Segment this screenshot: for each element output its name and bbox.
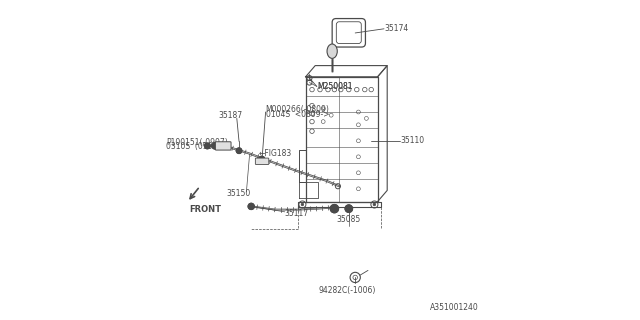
Text: 0104S  <0809->: 0104S <0809-> xyxy=(266,110,329,119)
Circle shape xyxy=(373,203,376,206)
Text: FRONT: FRONT xyxy=(189,205,221,214)
Text: M250081: M250081 xyxy=(317,82,352,91)
Circle shape xyxy=(301,203,303,206)
Circle shape xyxy=(236,148,242,154)
Circle shape xyxy=(205,143,210,149)
Text: P100151(-0907)-: P100151(-0907)- xyxy=(166,138,230,147)
Text: 94282C(-1006): 94282C(-1006) xyxy=(319,286,376,295)
Circle shape xyxy=(345,205,353,212)
Text: A351001240: A351001240 xyxy=(429,303,479,312)
Circle shape xyxy=(259,156,265,162)
Circle shape xyxy=(330,204,339,213)
Text: M000266(-0809): M000266(-0809) xyxy=(266,105,330,114)
Circle shape xyxy=(212,143,218,149)
Circle shape xyxy=(333,207,336,210)
Text: ←FIG183: ←FIG183 xyxy=(259,149,292,158)
Text: 35174: 35174 xyxy=(385,24,409,33)
Text: 35117: 35117 xyxy=(285,209,309,218)
Text: 0310S  (0907-): 0310S (0907-) xyxy=(166,142,223,151)
Text: 35110: 35110 xyxy=(401,136,425,145)
Ellipse shape xyxy=(327,44,337,58)
Text: 35187: 35187 xyxy=(218,111,243,120)
Circle shape xyxy=(248,203,254,210)
Text: 35150: 35150 xyxy=(227,189,250,198)
Text: M250081: M250081 xyxy=(317,82,353,91)
FancyBboxPatch shape xyxy=(255,158,269,164)
Text: 35085: 35085 xyxy=(337,215,361,224)
FancyBboxPatch shape xyxy=(215,142,231,150)
